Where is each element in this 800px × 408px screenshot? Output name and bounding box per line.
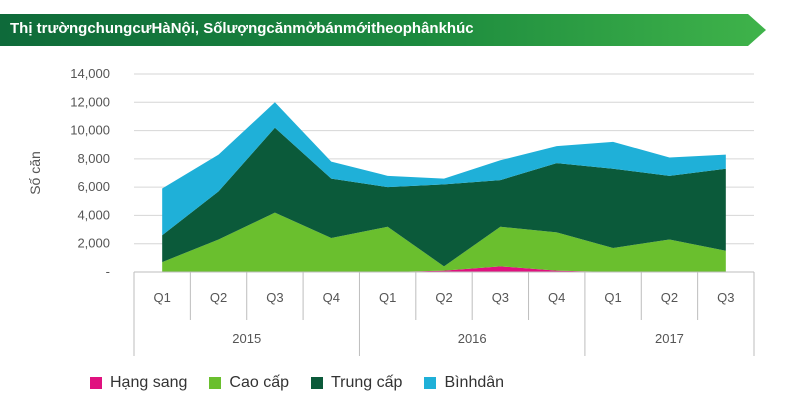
legend-swatch xyxy=(90,377,102,389)
legend-item: Bìnhdân xyxy=(424,374,504,392)
y-axis-label: Số căn xyxy=(27,151,43,195)
legend-item: Cao cấp xyxy=(209,374,289,392)
legend-swatch xyxy=(424,377,437,389)
year-label: 2015 xyxy=(232,331,261,346)
y-tick-label: - xyxy=(106,264,110,279)
x-tick-label: Q3 xyxy=(717,290,734,305)
y-tick-label: 2,000 xyxy=(77,236,110,251)
x-tick-label: Q2 xyxy=(435,290,452,305)
y-tick-label: 14,000 xyxy=(70,66,110,81)
legend-item: Trung cấp xyxy=(310,374,403,392)
year-label: 2016 xyxy=(458,331,487,346)
legend-label: Cao cấp xyxy=(229,374,289,391)
area-hạng-sang xyxy=(162,266,726,272)
chart-title: Thị trườngchungcưHàNội, Sốlượngcănmởbánm… xyxy=(10,20,474,37)
y-tick-label: 4,000 xyxy=(77,207,110,222)
area-trung-cấp xyxy=(162,127,726,267)
x-tick-label: Q3 xyxy=(266,290,283,305)
x-tick-label: Q3 xyxy=(492,290,509,305)
area-bìnhdân xyxy=(162,102,726,236)
y-tick-label: 12,000 xyxy=(70,94,110,109)
legend-item: Hạng sang xyxy=(90,374,187,392)
legend: Hạng sang Cao cấp Trung cấp Bìnhdân xyxy=(90,374,526,392)
y-tick-label: 10,000 xyxy=(70,123,110,138)
chart-title-banner: Thị trườngchungcưHàNội, Sốlượngcănmởbánm… xyxy=(0,14,766,46)
legend-swatch xyxy=(310,377,323,389)
x-tick-label: Q4 xyxy=(323,290,340,305)
x-tick-label: Q4 xyxy=(548,290,565,305)
legend-swatch xyxy=(209,377,222,389)
legend-label: Bìnhdân xyxy=(444,374,505,391)
y-tick-label: 8,000 xyxy=(77,151,110,166)
x-tick-label: Q1 xyxy=(379,290,396,305)
x-tick-label: Q2 xyxy=(661,290,678,305)
x-tick-label: Q2 xyxy=(210,290,227,305)
area-cao-cấp xyxy=(162,212,726,272)
x-tick-label: Q1 xyxy=(604,290,621,305)
year-label: 2017 xyxy=(655,331,684,346)
x-tick-label: Q1 xyxy=(154,290,171,305)
y-tick-label: 6,000 xyxy=(77,179,110,194)
legend-label: Hạng sang xyxy=(110,374,188,391)
legend-label: Trung cấp xyxy=(330,374,403,391)
